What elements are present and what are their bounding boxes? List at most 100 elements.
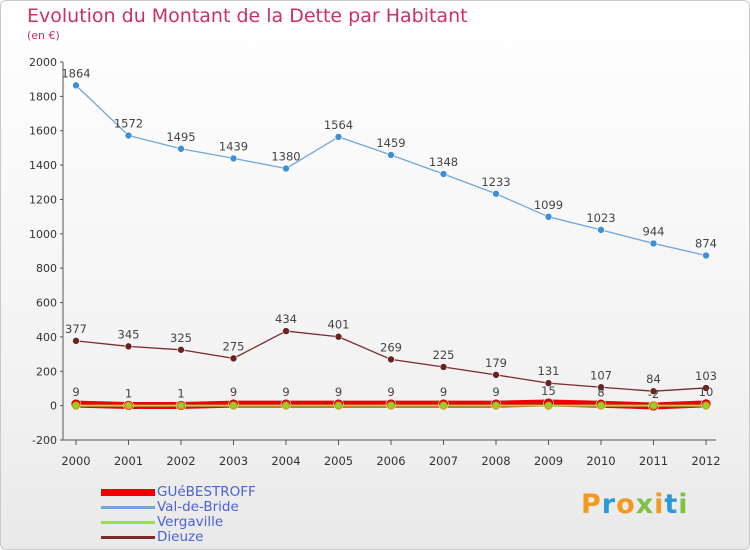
data-label: 1459 [376, 136, 405, 150]
data-label: 1864 [61, 66, 90, 80]
logo-letter: i [678, 489, 689, 520]
data-label: 1 [125, 386, 132, 400]
x-tick-label: 2007 [429, 454, 458, 468]
data-label: -2 [648, 387, 659, 401]
data-label: 325 [170, 331, 192, 345]
data-point [229, 354, 238, 363]
data-point [71, 401, 81, 410]
y-tick-label: -200 [32, 434, 57, 447]
data-point [387, 151, 395, 159]
data-label: 84 [646, 372, 661, 386]
x-tick-label: 2006 [376, 454, 405, 468]
y-tick-label: 0 [50, 400, 57, 413]
data-point [72, 337, 80, 345]
data-point [597, 383, 605, 392]
data-point [334, 332, 343, 341]
data-point [701, 401, 711, 410]
data-label: 1 [177, 386, 184, 400]
data-label: 15 [541, 384, 556, 398]
data-label: 269 [380, 340, 402, 354]
data-label: 10 [699, 385, 714, 399]
data-point [491, 401, 501, 410]
legend-label: Dieuze [157, 529, 204, 545]
data-point [544, 379, 553, 387]
data-point [649, 401, 658, 410]
data-point [702, 384, 710, 392]
data-point [334, 133, 343, 141]
logo-letter: x [635, 489, 655, 520]
data-point [124, 401, 133, 410]
data-label: 944 [643, 224, 665, 238]
chart-title: Evolution du Montant de la Dette par Hab… [27, 5, 468, 27]
x-tick-label: 2001 [114, 454, 143, 468]
data-label: 1572 [114, 117, 143, 131]
legend-label: GUéBESTROFF [157, 484, 256, 500]
data-label: 9 [230, 385, 237, 399]
y-tick-label: 200 [36, 365, 57, 378]
y-tick-label: 1600 [29, 125, 57, 138]
data-label: 1099 [534, 198, 563, 212]
data-point [387, 355, 395, 364]
x-tick-label: 2008 [481, 454, 510, 468]
x-tick-label: 2004 [271, 454, 300, 468]
data-point [544, 401, 553, 410]
data-point [649, 239, 658, 248]
legend-label: Val-de-Bride [157, 499, 239, 515]
data-point [124, 342, 133, 351]
data-point [72, 81, 80, 90]
data-point [596, 401, 606, 410]
data-point [282, 327, 290, 335]
data-label: 401 [328, 318, 350, 332]
data-label: 1380 [271, 150, 300, 164]
y-tick-label: 2000 [29, 56, 57, 69]
data-label: 9 [387, 385, 394, 399]
logo-letter: P [581, 489, 602, 520]
y-tick-label: 1400 [29, 159, 57, 172]
data-label: 9 [492, 385, 499, 399]
legend-swatch [101, 506, 155, 509]
y-tick-label: 800 [36, 262, 57, 275]
data-point [176, 401, 186, 410]
x-tick-label: 2005 [324, 454, 353, 468]
y-tick-label: 400 [36, 331, 57, 344]
data-label: 1348 [429, 155, 458, 169]
series-line-val-de-bride [75, 84, 707, 257]
legend-swatch [101, 536, 155, 539]
x-tick-label: 2003 [219, 454, 248, 468]
data-point [492, 189, 500, 198]
x-tick-label: 2002 [166, 454, 195, 468]
data-point [281, 401, 291, 410]
proxiti-logo: Proxiti [581, 489, 689, 520]
data-label: 1564 [324, 118, 353, 132]
data-point [439, 170, 448, 178]
data-point [649, 387, 658, 396]
logo-letter: o [616, 489, 636, 520]
data-label: 1023 [586, 211, 615, 225]
data-label: 1495 [166, 130, 195, 144]
data-point [177, 144, 185, 153]
legend-swatch [101, 521, 155, 524]
data-point [177, 345, 185, 354]
y-tick-label: 1200 [29, 193, 57, 206]
y-tick-label: 1000 [29, 228, 57, 241]
y-tick-label: 1800 [29, 90, 57, 103]
chart-subtitle: (en €) [27, 29, 60, 42]
data-point [439, 363, 448, 371]
data-point [282, 164, 290, 173]
data-label: 9 [440, 385, 447, 399]
y-tick-label: 600 [36, 297, 57, 310]
data-label: 8 [597, 385, 604, 399]
data-label: 107 [590, 368, 612, 382]
logo-letter: r [601, 489, 617, 520]
data-label: 9 [282, 385, 289, 399]
data-point [702, 251, 710, 260]
data-point [229, 401, 238, 410]
data-label: 434 [275, 312, 297, 326]
data-label: 131 [538, 364, 560, 378]
data-label: 179 [485, 356, 507, 370]
data-label: 275 [223, 339, 245, 353]
data-label: 1233 [481, 175, 510, 189]
x-tick-label: 2000 [61, 454, 90, 468]
x-tick-label: 2012 [691, 454, 720, 468]
